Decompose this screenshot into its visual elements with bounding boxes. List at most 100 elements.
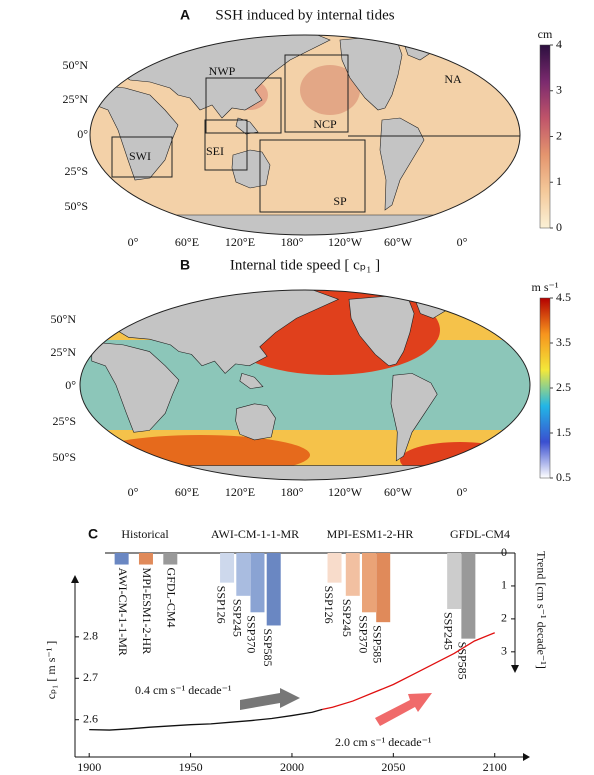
bar-label: MPI-ESM1-2-HR bbox=[140, 568, 154, 655]
axis-arrow bbox=[523, 753, 530, 761]
region-label: SEI bbox=[206, 144, 224, 158]
lat-label: 0° bbox=[77, 127, 88, 141]
panel-letter: C bbox=[88, 526, 98, 542]
group-title: Historical bbox=[121, 527, 169, 541]
region-label: NCP bbox=[313, 117, 337, 131]
bar-label: SSP245 bbox=[340, 599, 354, 637]
colorbar-tick-label: 3 bbox=[556, 83, 562, 97]
lat-label: 25°S bbox=[65, 164, 88, 178]
bar-label: SSP370 bbox=[356, 615, 370, 653]
axis-arrow bbox=[511, 665, 519, 673]
region-label: SWI bbox=[129, 149, 151, 163]
map-a bbox=[90, 35, 520, 235]
colorbar-tick-label: 2 bbox=[556, 128, 562, 142]
trend-bar bbox=[447, 553, 462, 609]
y-tick-label: 2.8 bbox=[83, 629, 98, 643]
axis-arrow bbox=[71, 575, 79, 583]
lat-label: 50°N bbox=[51, 312, 77, 326]
trend-bar bbox=[250, 553, 265, 613]
lon-label: 0° bbox=[457, 235, 468, 249]
group-title: GFDL-CM4 bbox=[450, 527, 510, 541]
region-label: SP bbox=[333, 194, 347, 208]
bar-label: SSP370 bbox=[245, 615, 259, 653]
lon-label: 60°W bbox=[384, 235, 413, 249]
y2-tick-label: 3 bbox=[501, 644, 507, 658]
arrow bbox=[240, 688, 300, 710]
colorbar-tick-label: 1.5 bbox=[556, 425, 571, 439]
group-title: MPI-ESM1-2-HR bbox=[327, 527, 414, 541]
y-tick-label: 2.6 bbox=[83, 711, 98, 725]
x-tick-label: 1950 bbox=[179, 760, 203, 774]
trend-bar bbox=[114, 553, 129, 565]
lon-label: 120°E bbox=[225, 235, 255, 249]
trend-bar bbox=[163, 553, 178, 565]
colorbar-tick-label: 4.5 bbox=[556, 290, 571, 304]
bar-label: GFDL-CM4 bbox=[165, 568, 179, 628]
y2-tick-label: 1 bbox=[501, 578, 507, 592]
region-label: NA bbox=[444, 72, 462, 86]
colorbar-label: cm bbox=[538, 27, 553, 41]
trend-bar bbox=[461, 553, 476, 639]
map-b bbox=[80, 290, 530, 480]
colorbar-tick-label: 2.5 bbox=[556, 380, 571, 394]
lat-label: 25°N bbox=[63, 92, 89, 106]
line-series bbox=[322, 632, 495, 710]
trend-bar bbox=[376, 553, 391, 623]
lon-label: 180° bbox=[281, 235, 304, 249]
bar-label: SSP126 bbox=[322, 586, 336, 624]
colorbar-tick-label: 0.5 bbox=[556, 470, 571, 484]
annotation: 2.0 cm s⁻¹ decade⁻¹ bbox=[335, 735, 432, 749]
lat-label: 50°S bbox=[65, 199, 88, 213]
line-series bbox=[89, 708, 323, 731]
y2-tick-label: 0 bbox=[501, 545, 507, 559]
trend-bar bbox=[327, 553, 342, 583]
lon-label: 180° bbox=[281, 485, 304, 499]
lat-label: 0° bbox=[65, 378, 76, 392]
lat-label: 25°S bbox=[53, 414, 76, 428]
map-title: Internal tide speed [ cₚ₁ ] bbox=[230, 257, 380, 273]
trend-bar bbox=[266, 553, 281, 626]
lat-label: 50°N bbox=[63, 58, 89, 72]
trend-bar bbox=[345, 553, 360, 596]
lon-label: 120°W bbox=[328, 235, 363, 249]
bar-label: SSP245 bbox=[441, 612, 455, 650]
arrow bbox=[375, 693, 432, 726]
colorbar-tick-label: 1 bbox=[556, 174, 562, 188]
trend-bar bbox=[220, 553, 235, 583]
colorbar-label: m s⁻¹ bbox=[532, 280, 559, 294]
bar-label: SSP126 bbox=[214, 586, 228, 624]
y2-tick-label: 2 bbox=[501, 611, 507, 625]
colorbar-tick-label: 3.5 bbox=[556, 335, 571, 349]
trend-bar bbox=[362, 553, 377, 613]
y-axis-label: cₚ₁ [ m s⁻¹ ] bbox=[44, 641, 58, 700]
lon-label: 60°E bbox=[175, 485, 199, 499]
bar-label: SSP585 bbox=[456, 642, 470, 680]
bar-label: SSP585 bbox=[261, 628, 275, 666]
colorbar bbox=[539, 297, 551, 479]
map-title: SSH induced by internal tides bbox=[215, 7, 394, 23]
annotation: 0.4 cm s⁻¹ decade⁻¹ bbox=[135, 683, 232, 697]
panel-letter: A bbox=[180, 7, 190, 23]
group-title: AWI-CM-1-1-MR bbox=[211, 527, 299, 541]
lon-label: 0° bbox=[128, 485, 139, 499]
colorbar-tick-label: 4 bbox=[556, 37, 562, 51]
bar-label: AWI-CM-1-1-MR bbox=[116, 568, 130, 656]
map-outline bbox=[89, 34, 521, 236]
trend-bar bbox=[138, 553, 153, 565]
y2-axis-label: Trend [cm s⁻¹ decade⁻¹] bbox=[534, 551, 548, 669]
colorbar bbox=[539, 44, 551, 229]
x-tick-label: 2000 bbox=[280, 760, 304, 774]
region-boxes bbox=[111, 54, 520, 213]
colorbar-tick-label: 0 bbox=[556, 220, 562, 234]
lat-label: 50°S bbox=[53, 450, 76, 464]
lon-label: 60°W bbox=[384, 485, 413, 499]
panel-letter: B bbox=[180, 257, 190, 273]
region-label: NWP bbox=[209, 64, 236, 78]
bar-label: SSP585 bbox=[370, 625, 384, 663]
y-tick-label: 2.7 bbox=[83, 670, 98, 684]
lat-label: 25°N bbox=[51, 345, 77, 359]
map-outline bbox=[79, 289, 531, 481]
lon-label: 120°W bbox=[328, 485, 363, 499]
